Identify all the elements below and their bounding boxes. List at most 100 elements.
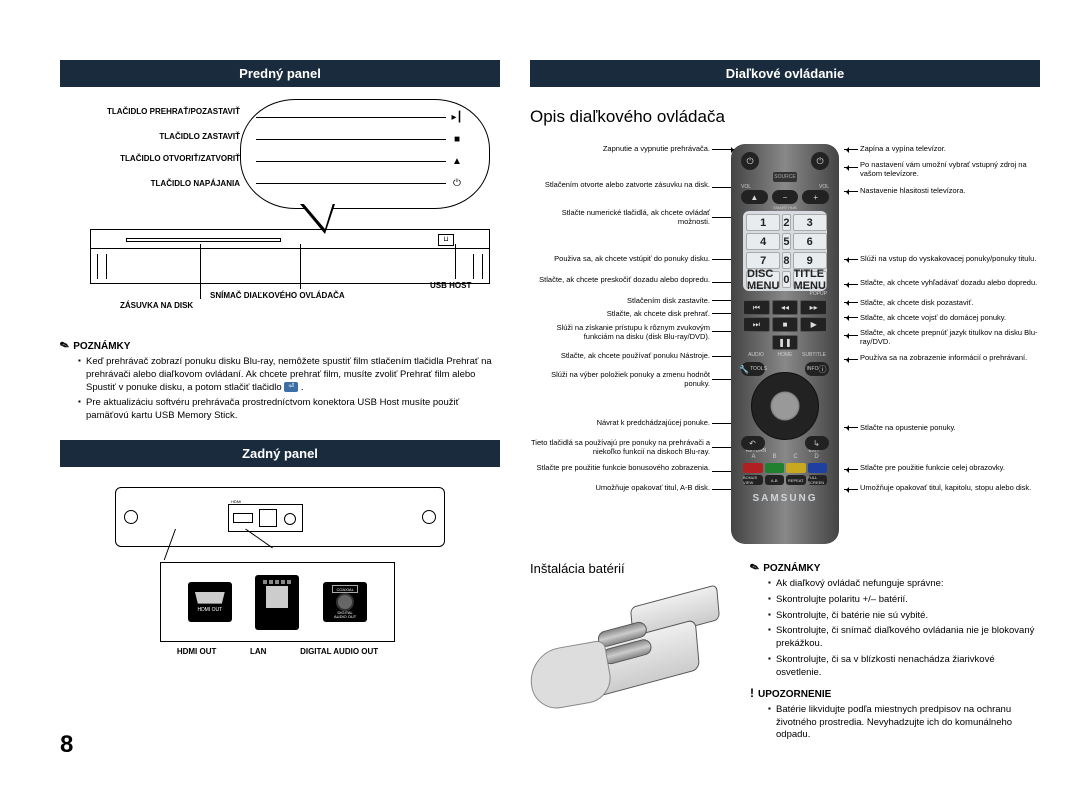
stop-icon: ■: [450, 134, 464, 145]
color-c-button[interactable]: [786, 463, 806, 473]
color-buttons: [743, 463, 827, 473]
color-d-label: D: [806, 454, 827, 460]
battery-title: Inštalácia batérií: [530, 561, 730, 576]
play-pause-icon: ▸┃: [450, 112, 464, 123]
num-7[interactable]: 7: [746, 252, 780, 269]
rear-zoom: HDMI OUT COAXIAL DIGITALAUDIO OUT: [160, 562, 395, 642]
disc-tray: [126, 238, 281, 242]
label-lan: LAN: [250, 647, 266, 656]
enter-icon: ⏎: [284, 382, 298, 392]
num-4[interactable]: 4: [746, 233, 780, 250]
tools-button[interactable]: 🔧TOOLS: [741, 362, 765, 376]
pause-button[interactable]: ❚❚: [772, 335, 799, 350]
power-icon: ⏻: [450, 178, 464, 189]
power-button[interactable]: ⏻: [741, 152, 759, 170]
lan-port: [255, 575, 299, 630]
title-menu-button[interactable]: TITLE MENU: [793, 271, 827, 288]
notes-heading: POZNÁMKY: [73, 341, 130, 352]
bonus-button[interactable]: BONUS VIEW: [743, 475, 763, 485]
callout-r-4: Slúži na vstup do vyskakovacej ponuky/po…: [860, 255, 1036, 264]
num-2[interactable]: 2: [782, 214, 790, 231]
digital-audio-port: COAXIAL DIGITALAUDIO OUT: [323, 582, 367, 622]
callout-l-3: Stlačte numerické tlačidlá, ak chcete ov…: [530, 209, 710, 226]
rear-panel-header: Zadný panel: [60, 440, 500, 467]
front-note-2: Pre aktualizáciu softvéru prehrávača pro…: [78, 397, 500, 423]
vol-up-button[interactable]: +: [802, 190, 829, 204]
usb-port: ⊔: [438, 234, 454, 246]
color-a-button[interactable]: [743, 463, 763, 473]
smart-hub-label: SMART HUB: [773, 205, 796, 210]
callout-l-9: Stlačte, ak chcete používať ponuku Nástr…: [530, 352, 710, 361]
battery-illustration: [530, 586, 710, 716]
callout-r-1: Zapína a vypína televízor.: [860, 145, 946, 154]
num-9[interactable]: 9: [793, 252, 827, 269]
battery-note-intro: Ak diaľkový ovládač nefunguje správne:: [768, 578, 1040, 591]
label-play-pause: TLAČIDLO PREHRAŤ/POZASTAVIŤ: [60, 107, 240, 116]
label-stop: TLAČIDLO ZASTAVIŤ: [100, 132, 240, 141]
callout-r-11: Stlačte pre použitie funkcie celej obraz…: [860, 464, 1005, 473]
num-8[interactable]: 8: [782, 252, 790, 269]
label-digital: DIGITAL AUDIO OUT: [300, 647, 378, 656]
play-button[interactable]: ▶: [800, 317, 827, 332]
front-note-1: Keď prehrávač zobrazí ponuku disku Blu-r…: [78, 356, 500, 394]
number-pad: 1 2 3 4 5 6 7 8 9 DISC MENU 0 TITLE MENU: [743, 211, 827, 291]
disc-menu-button[interactable]: DISC MENU: [746, 271, 780, 288]
color-b-button[interactable]: [765, 463, 785, 473]
callout-l-14: Umožňuje opakovať titul, A-B disk.: [530, 484, 710, 493]
battery-note-3: Skontrolujte, či snímač diaľkového ovlád…: [768, 625, 1040, 651]
num-0[interactable]: 0: [782, 271, 790, 288]
return-button[interactable]: ↶: [741, 436, 765, 450]
eject-icon: ▲: [450, 156, 464, 167]
ab-button[interactable]: A-B: [765, 475, 785, 485]
warning-icon: !: [750, 686, 754, 700]
callout-l-8: Slúži na získanie prístupu k rôznym zvuk…: [530, 324, 710, 341]
callout-l-12: Tieto tlačidlá sa používajú pre ponuky n…: [530, 439, 710, 456]
callout-r-6: Stlačte, ak chcete disk pozastaviť.: [860, 299, 973, 308]
num-1[interactable]: 1: [746, 214, 780, 231]
mini-hdmi-label: HDMI: [231, 499, 241, 504]
num-6[interactable]: 6: [793, 233, 827, 250]
color-c-label: C: [785, 454, 806, 460]
label-sensor: SNÍMAČ DIAĽKOVÉHO OVLÁDAČA: [210, 291, 345, 300]
stop-button[interactable]: ■: [772, 317, 799, 332]
callout-r-10: Stlačte na opustenie ponuky.: [860, 424, 956, 433]
home-label: HOME: [772, 352, 798, 358]
popup-label: POPUP: [743, 291, 827, 297]
eject-button[interactable]: ▲: [741, 190, 768, 204]
source-button[interactable]: SOURCE: [773, 172, 797, 182]
tv-power-button[interactable]: ⏻: [811, 152, 829, 170]
rear-panel-diagram: HDMI HDMI OUT COAXIAL DIGITALAUDIO OUT H…: [60, 487, 500, 677]
num-3[interactable]: 3: [793, 214, 827, 231]
battery-note-2: Skontrolujte, či batérie nie sú vybité.: [768, 610, 1040, 623]
ffwd-button[interactable]: ▸▸: [800, 300, 827, 315]
full-button[interactable]: FULL SCREEN: [808, 475, 828, 485]
note-icon: ✎: [58, 338, 71, 353]
rewind-button[interactable]: ◂◂: [772, 300, 799, 315]
dpad: 🔧TOOLS INFOⓘ ↶ ↳: [741, 362, 829, 450]
front-panel-header: Predný panel: [60, 60, 500, 87]
repeat-button[interactable]: REPEAT: [786, 475, 806, 485]
callout-l-2: Stlačením otvorte alebo zatvorte zásuvku…: [530, 181, 710, 190]
label-open-close: TLAČIDLO OTVORIŤ/ZATVORIŤ: [60, 154, 240, 163]
label-usb: USB HOST: [430, 281, 471, 290]
callout-r-2: Po nastavení vám umožní vybrať vstupný z…: [860, 161, 1040, 178]
vol-down-button[interactable]: −: [772, 190, 799, 204]
front-panel-diagram: TLAČIDLO PREHRAŤ/POZASTAVIŤ TLAČIDLO ZAS…: [60, 99, 500, 329]
callout-r-3: Nastavenie hlasitosti televízora.: [860, 187, 965, 196]
skip-back-button[interactable]: ⏮: [743, 300, 770, 315]
label-hdmi: HDMI OUT: [177, 647, 217, 656]
color-d-button[interactable]: [808, 463, 828, 473]
callout-l-6: Stlačením disk zastavíte.: [530, 297, 710, 306]
dpad-enter[interactable]: [772, 393, 798, 419]
subtitle-label: SUBTITLE: [801, 352, 827, 358]
callout-r-7: Stlačte, ak chcete vojsť do domácej ponu…: [860, 314, 1006, 323]
num-5[interactable]: 5: [782, 233, 790, 250]
skip-fwd-button[interactable]: ⏭: [743, 317, 770, 332]
exit-button[interactable]: ↳: [805, 436, 829, 450]
callout-l-7: Stlačte, ak chcete disk prehrať.: [530, 310, 710, 319]
callout-l-13: Stlačte pre použitie funkcie bonusového …: [530, 464, 710, 473]
callout-r-5: Stlačte, ak chcete vyhľadávať dozadu ale…: [860, 279, 1037, 288]
remote-body: ⏻ ⏻ SOURCE VOLVOL ▲ − + SMART HUB 1 2 3 …: [731, 144, 839, 544]
control-bubble: ▸┃ ■ ▲ ⏻: [240, 99, 490, 209]
info-button[interactable]: INFOⓘ: [805, 362, 829, 376]
